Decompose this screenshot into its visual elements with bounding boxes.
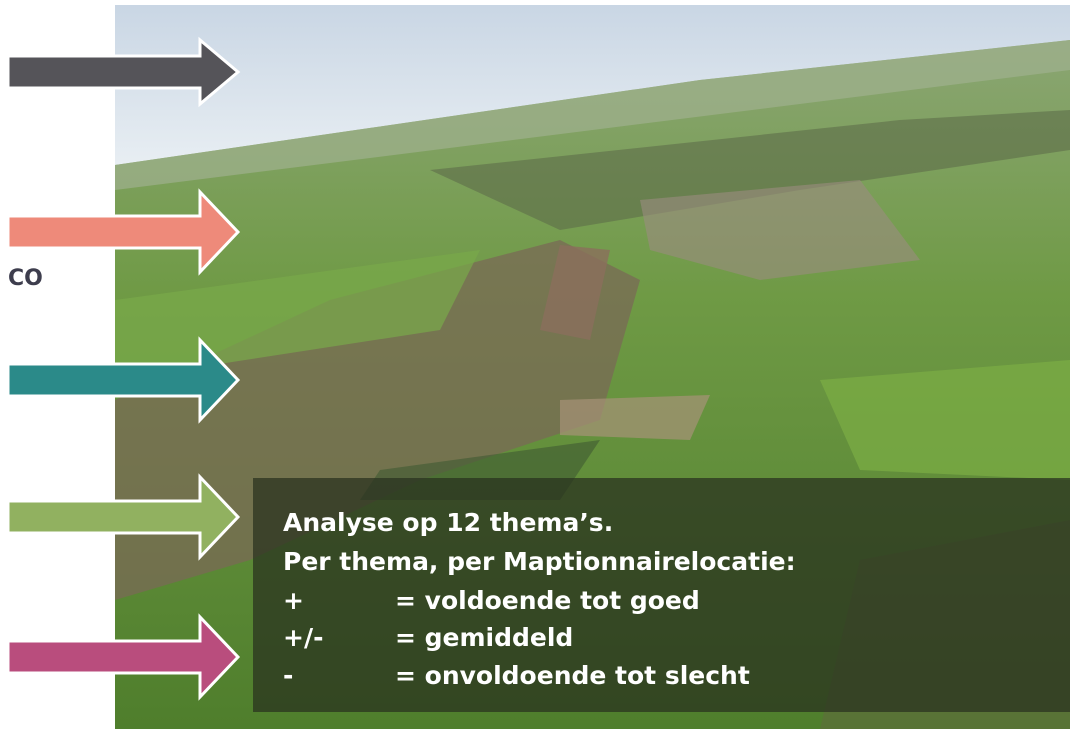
overlay-box: Analyse op 12 thema’s. Per thema, per Ma… (253, 478, 1070, 712)
legend-meaning: = voldoende tot goed (395, 586, 700, 615)
overlay-title: Analyse op 12 thema’s. (283, 508, 613, 537)
side-label: CO (8, 266, 43, 291)
legend-symbol: + (283, 586, 304, 615)
legend-symbol: - (283, 661, 293, 690)
legend-symbol: +/- (283, 623, 323, 652)
slide: CO Analyse op 12 thema’s. Per thema, per… (0, 0, 1070, 729)
overlay-subtitle: Per thema, per Maptionnairelocatie: (283, 547, 796, 576)
legend-meaning: = onvoldoende tot slecht (395, 661, 750, 690)
legend-meaning: = gemiddeld (395, 623, 573, 652)
